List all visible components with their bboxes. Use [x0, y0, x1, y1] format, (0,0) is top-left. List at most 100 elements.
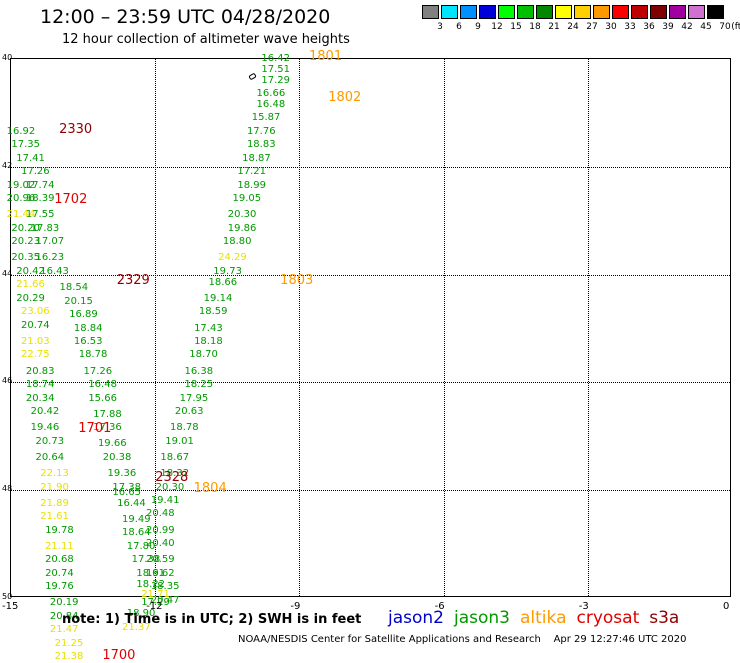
wave-height-value: 19.62: [146, 567, 175, 579]
longitude-gridline: [443, 59, 445, 596]
chart-title: 12:00 – 23:59 UTC 04/28/2020: [40, 6, 331, 28]
wave-height-value: 23.06: [21, 306, 50, 318]
wave-height-value: 20.40: [146, 538, 175, 550]
wave-height-value: 21.37: [121, 621, 151, 633]
pass-time-label: 1700: [102, 647, 136, 663]
color-scale-swatch: [650, 5, 667, 19]
wave-height-value: 18.35: [150, 581, 180, 593]
wave-height-value: 18.32: [160, 468, 190, 480]
latitude-tick-label: 48: [2, 484, 13, 494]
latitude-tick-label: 40: [2, 53, 13, 62]
latitude-tick-label: 44: [2, 268, 13, 278]
latitude-tick-label: 42: [2, 160, 13, 170]
wave-height-value: 18.83: [246, 139, 276, 151]
wave-height-value: 19.36: [107, 468, 137, 480]
wave-height-value: 20.48: [146, 508, 175, 520]
wave-height-value: 18.99: [237, 179, 266, 191]
color-scale-swatch: [631, 5, 648, 19]
wave-height-value: 18.22: [136, 578, 166, 590]
wave-height-value: 17.80: [126, 540, 156, 552]
color-scale-label: 39: [662, 22, 674, 32]
footer-timestamp: Apr 29 12:27:46 UTC 2020: [553, 634, 687, 645]
wave-height-value: 18.78: [78, 349, 108, 361]
wave-height-value: 21.90: [40, 481, 69, 493]
wave-height-value: 20.34: [25, 392, 55, 404]
footer-agency: NOAA/NESDIS Center for Satellite Applica…: [238, 634, 541, 645]
wave-height-value: 16.92: [6, 125, 36, 137]
wave-height-value: 18.18: [194, 335, 223, 347]
color-scale-label: 30: [605, 22, 617, 32]
wave-height-value: 20.19: [49, 597, 79, 609]
wave-height-value: 20.64: [35, 451, 65, 463]
longitude-tick-label: -12: [146, 601, 163, 612]
wave-height-value: 21.71: [141, 589, 170, 601]
wave-height-value: 17.88: [93, 408, 122, 420]
wave-height-value: 21.38: [54, 651, 84, 663]
wave-height-value: 20.59: [146, 554, 175, 566]
chart-subtitle: 12 hour collection of altimeter wave hei…: [62, 32, 350, 47]
color-scale-label: 70: [719, 22, 731, 32]
color-scale-swatch: [517, 5, 534, 19]
wave-height-value: 16.65: [112, 486, 141, 498]
wave-height-value: 16.48: [256, 98, 286, 110]
wave-height-value: 18.25: [184, 379, 214, 391]
pass-time-label: 1702: [54, 192, 88, 208]
wave-height-value: 20.42: [16, 265, 45, 277]
color-scale-unit: (ft): [731, 22, 740, 32]
color-scale-swatch: [498, 5, 515, 19]
wave-height-value: 22.13: [40, 468, 69, 480]
wave-height-value: 15.66: [88, 392, 117, 404]
wave-height-value: 21.61: [40, 511, 69, 523]
color-scale-label: 18: [529, 22, 541, 32]
wave-height-value: 20.20: [11, 222, 41, 234]
wave-height-value: 18.66: [208, 276, 238, 288]
color-scale-label: 3: [437, 22, 443, 32]
wave-height-value: 20.15: [64, 295, 93, 307]
pass-time-label: 1804: [193, 480, 227, 496]
wave-height-value: 17.41: [16, 152, 45, 164]
map-plot-area: 16.42 17.51 17.29 16.66 16.48 15.87 17.76 18.83…: [6, 50, 731, 662]
wave-height-value: 19.78: [45, 524, 74, 536]
wave-height-value: 17.29: [261, 74, 290, 86]
longitude-gridline: [299, 59, 301, 596]
color-scale-label: 27: [586, 22, 598, 32]
note-text: note: 1) Time is in UTC; 2) SWH is in fe…: [62, 612, 362, 627]
wave-height-value: 20.83: [25, 365, 55, 377]
wave-height-value: 19.14: [203, 292, 233, 304]
wave-height-value: 17.21: [237, 166, 266, 178]
wave-height-value: 22.75: [21, 349, 50, 361]
wave-height-value: 16.66: [256, 88, 286, 100]
wave-height-value: 21.47: [49, 624, 79, 636]
legend-item-altika: altika: [520, 608, 567, 628]
wave-height-value: 21.44: [6, 209, 36, 221]
wave-height-value: 19.01: [165, 435, 194, 447]
color-scale-label: 24: [567, 22, 579, 32]
color-scale-swatch: [460, 5, 477, 19]
latitude-tick-label: 50: [2, 592, 13, 601]
color-scale-label: 15: [510, 22, 522, 32]
wave-height-value: 18.59: [198, 306, 228, 318]
legend-item-cryosat: cryosat: [576, 608, 640, 628]
wave-height-value: 19.41: [150, 494, 180, 506]
wave-height-value: 20.84: [49, 610, 79, 622]
longitude-tick-label: 0: [723, 601, 730, 612]
pass-time-label: 2328: [155, 469, 189, 485]
wave-height-value: 20.99: [146, 524, 175, 536]
wave-height-value: 17.36: [93, 422, 122, 434]
color-scale-swatch: [688, 5, 705, 19]
latitude-gridline: [11, 274, 730, 276]
wave-height-value: 16.23: [35, 252, 65, 264]
wave-height-value: 17.95: [179, 392, 209, 404]
wave-height-value: 17.83: [30, 222, 60, 234]
wave-height-value: 21.03: [21, 335, 50, 347]
color-scale-label: 6: [456, 22, 462, 32]
wave-height-value: 19.46: [30, 422, 60, 434]
wave-height-value: 18.54: [59, 282, 89, 294]
color-scale-swatch: [536, 5, 553, 19]
wave-height-value: 19.76: [45, 581, 74, 593]
wave-height-value: 16.53: [73, 335, 103, 347]
color-scale-label: 12: [491, 22, 503, 32]
wave-height-value: 17.51: [261, 63, 290, 75]
longitude-gridline: [587, 59, 589, 596]
wave-height-value: 18.74: [25, 379, 55, 391]
